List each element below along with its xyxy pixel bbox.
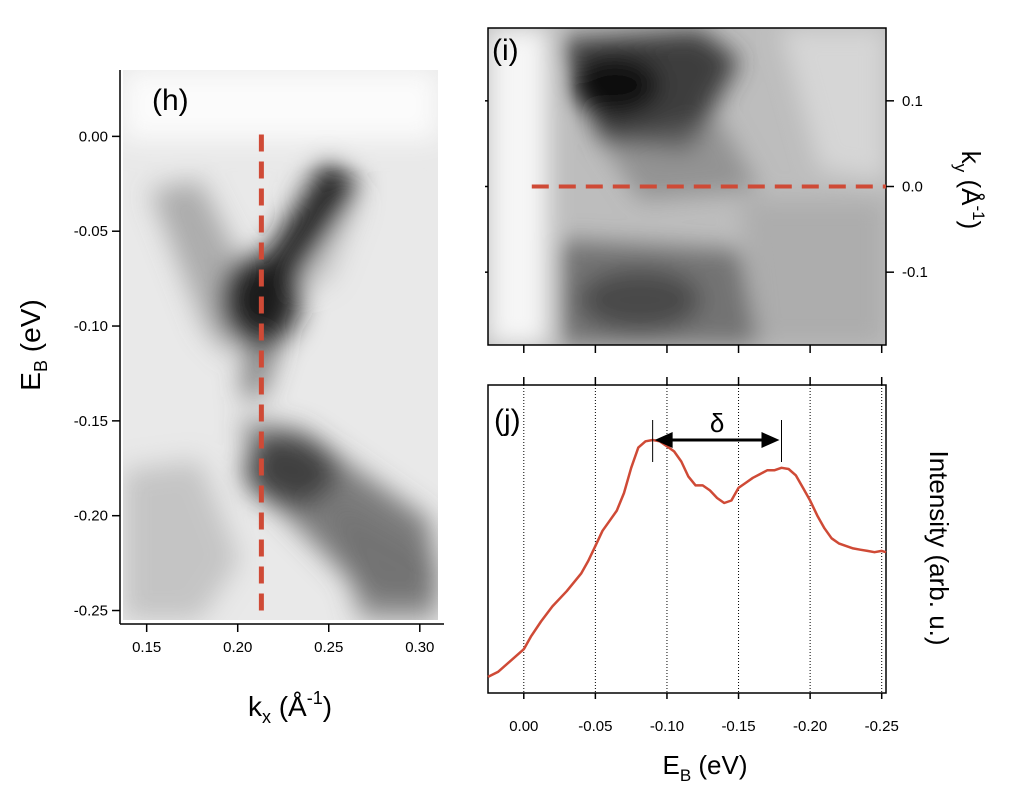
- panel-h: 0.00 -0.05 -0.10 -0.15 -0.20 -0.25 0.15 0.20 0.2…: [15, 70, 444, 727]
- panel-i: 0.1 0.0 -0.1 (i) ky (Å-1): [485, 27, 988, 353]
- panel-h-intensity-map: [123, 70, 438, 620]
- panel-h-ytick-label: -0.25: [74, 603, 108, 620]
- panel-i-label: (i): [492, 34, 519, 67]
- delta-arrowhead-right: [761, 432, 780, 448]
- delta-arrowhead-left: [654, 432, 673, 448]
- panel-h-ytick-label: -0.05: [74, 223, 108, 240]
- panel-j-xtick-label: -0.15: [721, 718, 755, 735]
- panel-j-ylabel: Intensity (arb. u.): [924, 450, 954, 645]
- panel-h-ytick-label: 0.00: [79, 128, 108, 145]
- panel-h-ylabel: EB (eV): [15, 299, 51, 390]
- panel-h-xtick-label: 0.15: [132, 639, 161, 656]
- panel-j-xtick-label: -0.25: [865, 718, 899, 735]
- panel-j-series-line: [487, 438, 887, 679]
- panel-h-axes: 0.00 -0.05 -0.10 -0.15 -0.20 -0.25 0.15 0.20 0.2…: [74, 70, 444, 656]
- panel-j-grid: [523, 385, 883, 693]
- panel-j-xtick-label: -0.05: [578, 718, 612, 735]
- panel-i-ytick-label: 0.1: [902, 93, 923, 110]
- panel-j: 0.00 -0.05 -0.10 -0.15 -0.20 -0.25 δ (j) EB (…: [487, 377, 954, 785]
- panel-h-xtick-label: 0.20: [223, 639, 252, 656]
- delta-symbol: δ: [710, 408, 724, 438]
- panel-h-ytick-label: -0.20: [74, 508, 108, 525]
- panel-i-intensity-map: [488, 28, 886, 345]
- panel-j-xtick-label: 0.00: [509, 718, 538, 735]
- panel-j-frame: [487, 384, 887, 694]
- panel-h-xlabel: kx (Å-1): [248, 688, 332, 727]
- panel-j-label: (j): [494, 404, 521, 437]
- panel-i-ytick-label: 0.0: [902, 179, 923, 196]
- panel-h-xtick-label: 0.25: [314, 639, 343, 656]
- panel-h-ytick-label: -0.15: [74, 413, 108, 430]
- panel-j-xtick-label: -0.10: [650, 718, 684, 735]
- panel-h-xtick-label: 0.30: [405, 639, 434, 656]
- panel-j-xtick-label: -0.20: [793, 718, 827, 735]
- panel-j-axes: 0.00 -0.05 -0.10 -0.15 -0.20 -0.25: [509, 377, 899, 735]
- panel-h-ytick-label: -0.10: [74, 318, 108, 335]
- panel-j-xlabel: EB (eV): [662, 750, 747, 785]
- panel-i-ylabel: ky (Å-1): [951, 151, 988, 230]
- panel-i-ytick-label: -0.1: [902, 264, 928, 281]
- panel-h-label: (h): [152, 84, 189, 117]
- delta-annotation: δ: [652, 408, 782, 462]
